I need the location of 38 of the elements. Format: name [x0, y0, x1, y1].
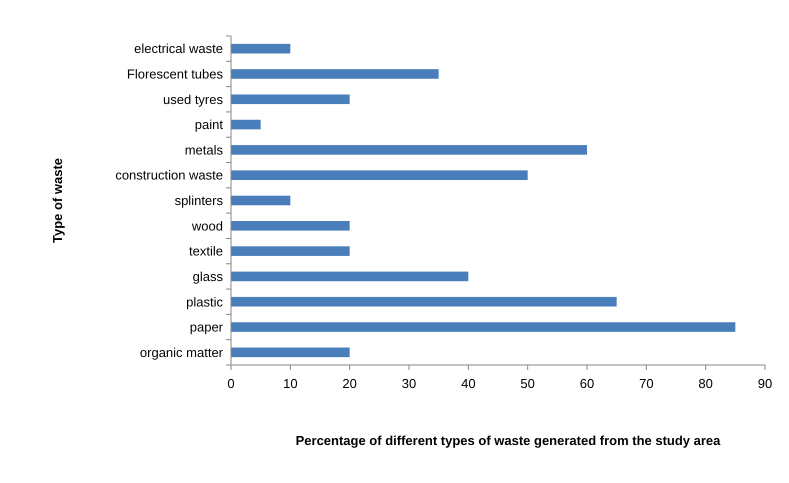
y-tick-label: glass [192, 268, 224, 284]
x-tick-label: 90 [758, 376, 772, 391]
y-tick-label: used tyres [163, 92, 224, 107]
x-tick-label: 10 [283, 376, 298, 391]
bar [231, 221, 350, 231]
x-tick-label: 70 [639, 376, 654, 391]
bar [231, 296, 617, 307]
bar [231, 145, 587, 155]
y-tick-label: electrical waste [134, 41, 223, 56]
x-tick-label: 80 [698, 376, 713, 391]
y-tick-label: paint [194, 117, 224, 132]
y-tick-label: splinters [174, 193, 224, 208]
x-tick-label: 60 [580, 376, 594, 391]
y-tick-label: plastic [186, 294, 224, 310]
bar [231, 272, 468, 282]
bar [231, 322, 736, 332]
x-tick-label: 0 [227, 376, 235, 391]
bar [231, 120, 261, 130]
y-tick-label: metals [184, 142, 224, 158]
x-tick-label: 20 [342, 376, 357, 391]
y-tick-label: organic matter [140, 344, 224, 360]
bar [231, 170, 528, 180]
y-tick-label: paper [190, 320, 224, 335]
x-tick-label: 30 [402, 376, 416, 391]
y-tick-label: construction waste [115, 168, 223, 183]
bar [231, 196, 290, 206]
bar [231, 348, 350, 358]
y-tick-label: textile [189, 244, 223, 259]
y-axis-title: Type of waste [50, 158, 65, 244]
bar [231, 69, 439, 79]
bar [231, 44, 290, 54]
x-tick-label: 50 [520, 376, 535, 391]
bar [231, 94, 350, 104]
bar [231, 246, 350, 256]
x-tick-label: 40 [461, 376, 476, 391]
y-tick-label: wood [190, 218, 223, 234]
x-axis-title: Percentage of different types of waste generated from the study area [296, 433, 722, 448]
y-tick-label: Florescent tubes [126, 66, 224, 82]
